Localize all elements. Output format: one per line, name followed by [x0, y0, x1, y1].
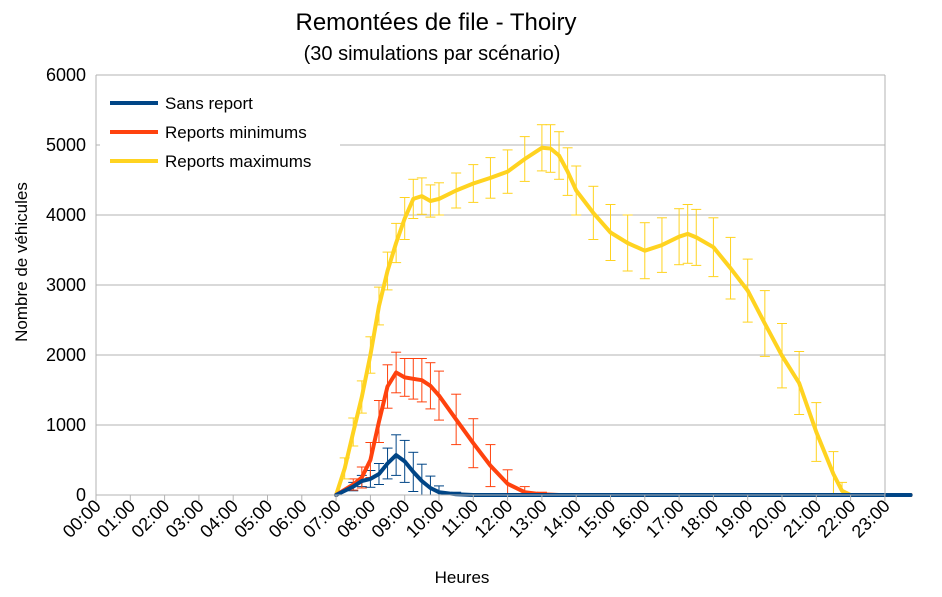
- y-tick-label: 2000: [46, 345, 86, 365]
- x-tick-label: 09:00: [368, 496, 414, 542]
- x-tick-label: 07:00: [299, 496, 345, 542]
- series-lines: [334, 145, 913, 497]
- x-tick-label: 15:00: [573, 496, 619, 542]
- series-line-reports-minimums: [334, 370, 913, 497]
- x-tick-label: 04:00: [196, 496, 242, 542]
- x-tick-label: 20:00: [745, 496, 791, 542]
- x-tick-label: 17:00: [642, 496, 688, 542]
- x-tick-label: 13:00: [505, 496, 551, 542]
- x-tick-label: 22:00: [813, 496, 859, 542]
- legend-label-reports-minimums: Reports minimums: [165, 123, 307, 142]
- x-tick-label: 06:00: [265, 496, 311, 542]
- x-tick-label: 16:00: [608, 496, 654, 542]
- x-tick-label: 08:00: [333, 496, 379, 542]
- axes: [95, 75, 886, 501]
- legend-label-reports-maximums: Reports maximums: [165, 152, 311, 171]
- x-tick-label: 01:00: [93, 496, 139, 542]
- series-line-reports-maximums: [334, 145, 913, 497]
- x-tick-label: 18:00: [676, 496, 722, 542]
- x-tick-label: 12:00: [470, 496, 516, 542]
- y-axis-label: Nombre de véhicules: [12, 182, 31, 342]
- legend-label-sans-report: Sans report: [165, 94, 253, 113]
- y-tick-label: 1000: [46, 415, 86, 435]
- x-tick-label: 14:00: [539, 496, 585, 542]
- x-tick-label: 21:00: [779, 496, 825, 542]
- chart-title: Remontées de file - Thoiry: [295, 9, 576, 36]
- x-tick-label: 02:00: [127, 496, 173, 542]
- x-axis-label: Heures: [435, 568, 490, 587]
- x-tick-label: 10:00: [402, 496, 448, 542]
- y-tick-label: 3000: [46, 275, 86, 295]
- y-tick-label: 0: [76, 485, 86, 505]
- y-tick-label: 5000: [46, 135, 86, 155]
- x-tick-label: 11:00: [437, 496, 482, 541]
- chart-subtitle: (30 simulations par scénario): [304, 43, 561, 65]
- error-bars: [339, 124, 848, 496]
- y-tick-label: 4000: [46, 205, 86, 225]
- legend: Sans report Reports minimums Reports max…: [100, 86, 340, 184]
- x-tick-label: 23:00: [848, 496, 894, 542]
- x-tick-label: 03:00: [162, 496, 208, 542]
- y-tick-label: 6000: [46, 65, 86, 85]
- x-tick-label: 05:00: [230, 496, 276, 542]
- x-tick-label: 19:00: [711, 496, 757, 542]
- series-line-sans-report: [334, 453, 913, 497]
- y-tick-labels: 0 1000 2000 3000 4000 5000 6000: [46, 65, 86, 505]
- x-tick-labels: 00:0001:0002:0003:0004:0005:0006:0007:00…: [59, 496, 894, 542]
